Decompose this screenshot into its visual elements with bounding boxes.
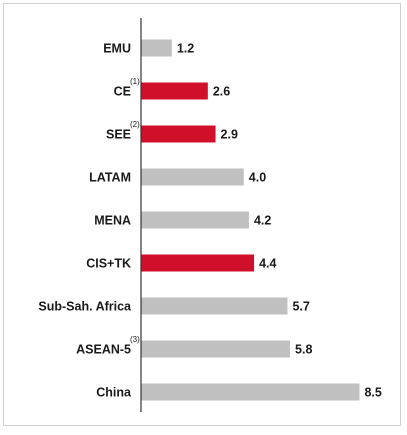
bar [141,254,255,272]
footnote-marker: (2) [130,120,140,129]
bar [141,340,291,358]
data-label: 2.6 [213,85,230,99]
category-label: China [96,386,132,400]
bar [141,125,216,143]
category-label: MENA [94,214,131,228]
footnote-marker: (3) [130,335,140,344]
category-label: LATAM [89,171,131,185]
footnote-marker: (1) [130,77,140,86]
category-label: CIS+TK [86,257,131,271]
data-label: 8.5 [364,386,381,400]
bar [141,168,244,186]
data-label: 1.2 [177,42,194,56]
category-label: Sub-Sah. Africa [38,300,132,314]
data-label: 4.2 [254,214,271,228]
bar [141,211,249,229]
bar [141,82,208,100]
data-label: 5.7 [292,300,309,314]
data-label: 4.4 [259,257,276,271]
bar [141,297,288,315]
data-label: 5.8 [295,343,312,357]
category-label: EMU [103,42,131,56]
category-label: SEE [106,128,131,142]
category-label: ASEAN-5 [76,343,131,357]
data-label: 2.9 [221,128,238,142]
bar [141,383,360,401]
category-label: CE [114,85,131,99]
bar [141,39,172,57]
data-label: 4.0 [249,171,266,185]
